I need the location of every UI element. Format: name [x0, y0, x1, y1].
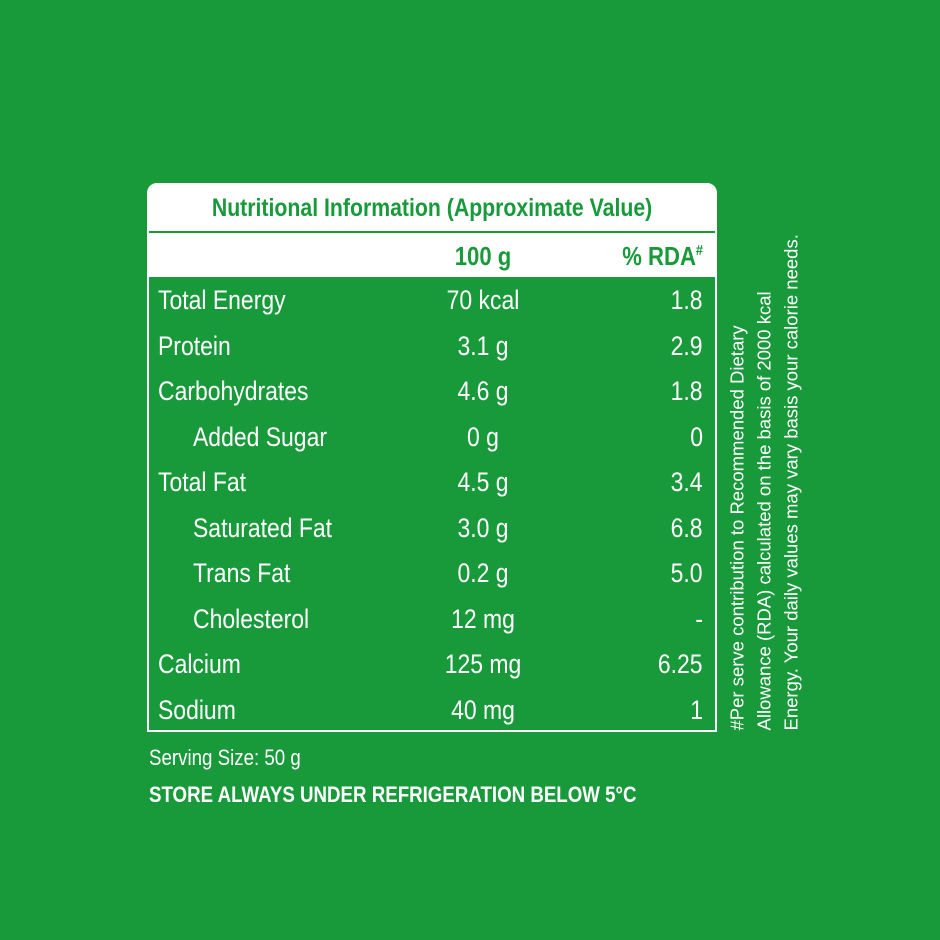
serving-size: Serving Size: 50 g	[149, 745, 301, 770]
cell-name: Sodium	[158, 695, 250, 726]
table-row: Carbohydrates 4.6 g 1.8	[149, 368, 715, 414]
amount-text: 3.1 g	[457, 330, 509, 361]
cell-amount: 4.6 g	[453, 376, 513, 407]
cell-rda: 6.25	[650, 649, 703, 680]
cell-amount: 4.5 g	[453, 467, 513, 498]
cell-name: Protein	[158, 331, 244, 362]
table-title: Nutritional Information (Approximate Val…	[149, 185, 715, 231]
rda-text: 6.25	[658, 649, 703, 679]
rda-text: 3.4	[671, 467, 703, 497]
storage-note: STORE ALWAYS UNDER REFRIGERATION BELOW 5…	[149, 782, 637, 807]
table-row: Sodium 40 mg 1	[149, 687, 715, 733]
cell-rda: 5.0	[665, 558, 703, 589]
amount-text: 3.0 g	[457, 512, 509, 543]
cell-amount: 0.2 g	[453, 558, 513, 589]
name-text: Trans Fat	[193, 558, 291, 588]
footnote: #Per serve contribution to Recommended D…	[724, 184, 814, 731]
rda-text: 0	[690, 421, 703, 452]
title-text: Nutritional Information (Approximate Val…	[211, 193, 653, 222]
cell-amount: 0 g	[464, 422, 502, 453]
cell-amount: 70 kcal	[440, 285, 526, 316]
footnote-line: #Per serve contribution to Recommended D…	[726, 325, 748, 731]
rda-text: 1	[690, 694, 703, 725]
cell-name: Added Sugar	[193, 422, 351, 453]
cell-amount: 40 mg	[445, 695, 520, 726]
name-text: Total Fat	[158, 467, 247, 497]
rda-text: % RDA	[622, 241, 696, 271]
table-body: Total Energy 70 kcal 1.8 Protein 3.1 g 2.9 Car…	[149, 277, 715, 732]
cell-amount: 3.1 g	[453, 331, 513, 362]
table-row: Calcium 125 mg 6.25	[149, 641, 715, 687]
header-amount: 100 g	[454, 241, 512, 271]
cell-rda: 1.8	[665, 376, 703, 407]
cell-rda: 6.8	[665, 513, 703, 544]
cell-name: Carbohydrates	[158, 376, 335, 407]
cell-rda: 0	[688, 422, 703, 453]
cell-name: Calcium	[158, 649, 256, 680]
table-row: Cholesterol 12 mg -	[149, 596, 715, 642]
name-text: Saturated Fat	[193, 512, 333, 543]
table-row: Total Fat 4.5 g 3.4	[149, 459, 715, 505]
cell-amount: 125 mg	[438, 649, 528, 680]
table-row: Saturated Fat 3.0 g 6.8	[149, 505, 715, 551]
rda-text: -	[695, 603, 703, 634]
table-row: Total Energy 70 kcal 1.8	[149, 277, 715, 323]
footnote-line: Energy. Your daily values may vary basis…	[780, 234, 802, 731]
name-text: Added Sugar	[193, 421, 327, 452]
name-text: Total Energy	[158, 285, 286, 315]
amount-text: 40 mg	[451, 694, 515, 725]
amount-text: 0.2 g	[457, 558, 509, 588]
cell-amount: 3.0 g	[453, 513, 513, 544]
rda-text: 2.9	[671, 330, 703, 361]
cell-rda: 2.9	[665, 331, 703, 362]
cell-rda: 3.4	[665, 467, 703, 498]
cell-name: Cholesterol	[193, 604, 330, 635]
nutrition-table: Nutritional Information (Approximate Val…	[147, 183, 717, 732]
amount-text: 12 mg	[451, 603, 515, 634]
name-text: Carbohydrates	[158, 376, 309, 406]
rda-mark: #	[695, 242, 703, 259]
name-text: Cholesterol	[193, 603, 310, 634]
cell-name: Saturated Fat	[193, 513, 357, 544]
table-row: Added Sugar 0 g 0	[149, 414, 715, 460]
rda-text: 6.8	[671, 512, 703, 543]
cell-name: Total Energy	[158, 285, 308, 316]
header-rda: % RDA#	[608, 241, 703, 272]
cell-rda: -	[694, 604, 703, 635]
header-row: 100 g % RDA#	[149, 231, 715, 277]
amount-text: 70 kcal	[446, 285, 520, 315]
name-text: Sodium	[158, 694, 236, 725]
rda-text: 5.0	[671, 558, 703, 588]
table-row: Trans Fat 0.2 g 5.0	[149, 550, 715, 596]
amount-text: 4.6 g	[457, 376, 509, 406]
rda-text: 1.8	[671, 285, 703, 315]
amount-text: 4.5 g	[457, 467, 509, 497]
rda-text: 1.8	[671, 376, 703, 406]
cell-name: Trans Fat	[193, 558, 308, 589]
name-text: Protein	[158, 330, 231, 361]
cell-rda: 1	[688, 695, 703, 726]
cell-name: Total Fat	[158, 467, 262, 498]
cell-rda: 1.8	[665, 285, 703, 316]
table-row: Protein 3.1 g 2.9	[149, 323, 715, 369]
amount-text: 0 g	[467, 421, 499, 452]
footnote-line: Allowance (RDA) calculated on the basis …	[753, 291, 775, 731]
amount-text: 125 mg	[444, 649, 522, 679]
cell-amount: 12 mg	[445, 604, 520, 635]
name-text: Calcium	[158, 649, 241, 679]
